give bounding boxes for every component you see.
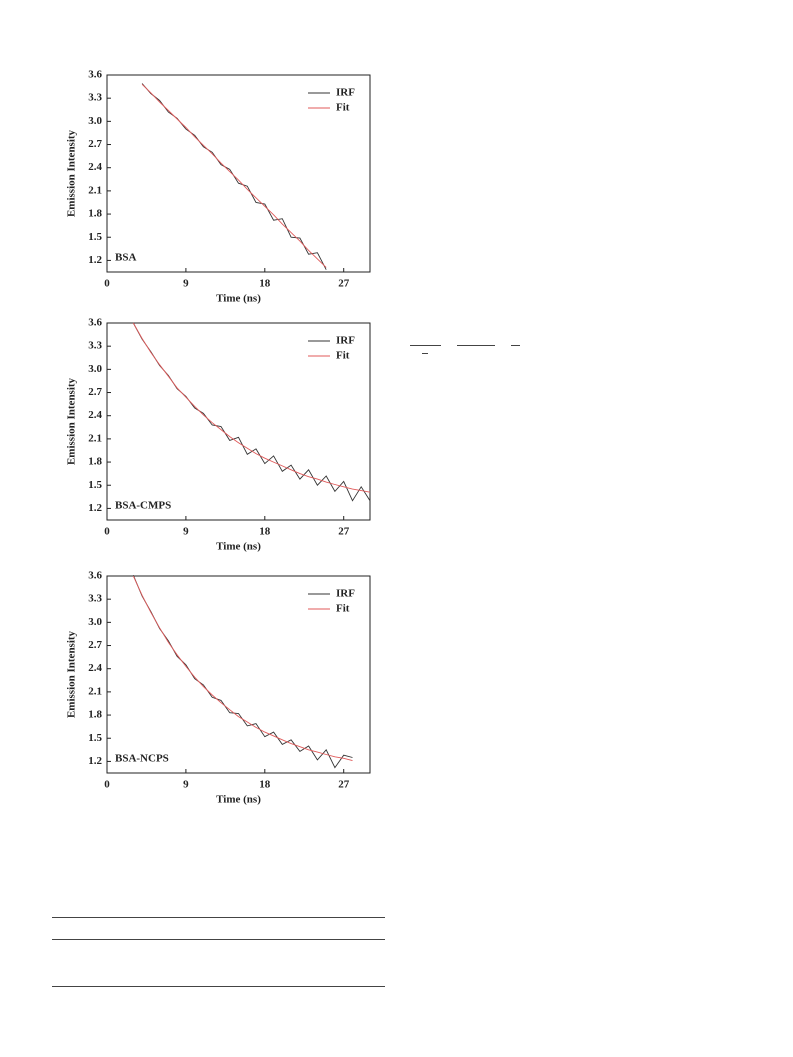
y-tick-label: 2.4 xyxy=(88,662,102,674)
formula-line xyxy=(422,353,428,354)
series-line xyxy=(132,575,353,769)
y-tick-label: 1.5 xyxy=(88,479,102,491)
table-rule xyxy=(52,939,385,940)
y-tick-label: 1.5 xyxy=(88,732,102,744)
y-tick-label: 2.7 xyxy=(88,639,102,651)
chart: 1.2 1.5 1.8 2.1 2.4 2.7 3.0 3.3 3.6 0 9 18 27 Time (n… xyxy=(66,318,371,553)
annotation: BSA-CMPS xyxy=(115,500,171,512)
y-tick-label: 1.2 xyxy=(88,254,102,266)
x-tick-label: 9 xyxy=(183,278,189,290)
table-rule xyxy=(52,986,385,987)
y-tick-label: 3.6 xyxy=(88,318,102,329)
legend-label: IRF xyxy=(336,335,355,347)
x-tick-label: 27 xyxy=(338,779,350,791)
x-tick-label: 0 xyxy=(104,278,110,290)
y-tick-label: 3.3 xyxy=(88,593,102,605)
series-line xyxy=(141,83,327,268)
series-line xyxy=(132,322,371,493)
x-tick-label: 18 xyxy=(259,779,271,791)
y-tick-label: 1.8 xyxy=(88,709,102,721)
x-tick-label: 0 xyxy=(104,779,110,791)
annotation: BSA xyxy=(115,252,136,264)
chart: 1.2 1.5 1.8 2.1 2.4 2.7 3.0 3.3 3.6 0 9 18 27 Time (n… xyxy=(66,571,371,806)
y-axis-label: Emission Intensity xyxy=(66,129,78,217)
y-tick-label: 2.1 xyxy=(88,432,102,444)
series-line xyxy=(132,322,371,502)
x-tick-label: 0 xyxy=(104,526,110,538)
y-tick-label: 2.7 xyxy=(88,386,102,398)
y-tick-label: 2.7 xyxy=(88,138,102,150)
y-tick-label: 3.3 xyxy=(88,340,102,352)
annotation: BSA-NCPS xyxy=(115,753,169,765)
y-tick-label: 3.0 xyxy=(88,363,102,375)
legend-label: Fit xyxy=(336,350,350,362)
x-tick-label: 9 xyxy=(183,526,189,538)
y-tick-label: 3.6 xyxy=(88,571,102,582)
y-tick-label: 2.1 xyxy=(88,685,102,697)
y-axis-label: Emission Intensity xyxy=(66,630,78,718)
plot-frame xyxy=(106,322,371,521)
y-tick-label: 1.2 xyxy=(88,502,102,514)
plot-frame xyxy=(106,575,371,774)
x-tick-label: 9 xyxy=(183,779,189,791)
y-tick-label: 3.0 xyxy=(88,616,102,628)
legend-label: IRF xyxy=(336,588,355,600)
y-tick-label: 1.8 xyxy=(88,456,102,468)
formula-line xyxy=(410,345,441,346)
legend-label: IRF xyxy=(336,87,355,99)
x-tick-label: 18 xyxy=(259,278,271,290)
y-tick-label: 1.8 xyxy=(88,208,102,220)
x-tick-label: 27 xyxy=(338,526,350,538)
legend-label: Fit xyxy=(336,603,350,615)
x-axis-label: Time (ns) xyxy=(216,293,261,305)
table-rule xyxy=(52,917,385,918)
series-line xyxy=(132,575,353,762)
y-tick-label: 2.4 xyxy=(88,409,102,421)
x-tick-label: 18 xyxy=(259,526,271,538)
y-tick-label: 3.6 xyxy=(88,70,102,81)
x-tick-label: 27 xyxy=(338,278,350,290)
x-axis-label: Time (ns) xyxy=(216,794,261,806)
y-tick-label: 3.3 xyxy=(88,92,102,104)
x-axis-label: Time (ns) xyxy=(216,541,261,553)
formula-line xyxy=(457,345,495,346)
y-tick-label: 2.1 xyxy=(88,184,102,196)
legend-label: Fit xyxy=(336,102,350,114)
plot-frame xyxy=(106,74,371,273)
formula-line xyxy=(511,345,520,346)
y-tick-label: 1.5 xyxy=(88,231,102,243)
y-axis-label: Emission Intensity xyxy=(66,377,78,465)
y-tick-label: 3.0 xyxy=(88,115,102,127)
chart: 1.2 1.5 1.8 2.1 2.4 2.7 3.0 3.3 3.6 0 9 18 27 Time (n… xyxy=(66,70,371,305)
y-tick-label: 1.2 xyxy=(88,755,102,767)
y-tick-label: 2.4 xyxy=(88,161,102,173)
